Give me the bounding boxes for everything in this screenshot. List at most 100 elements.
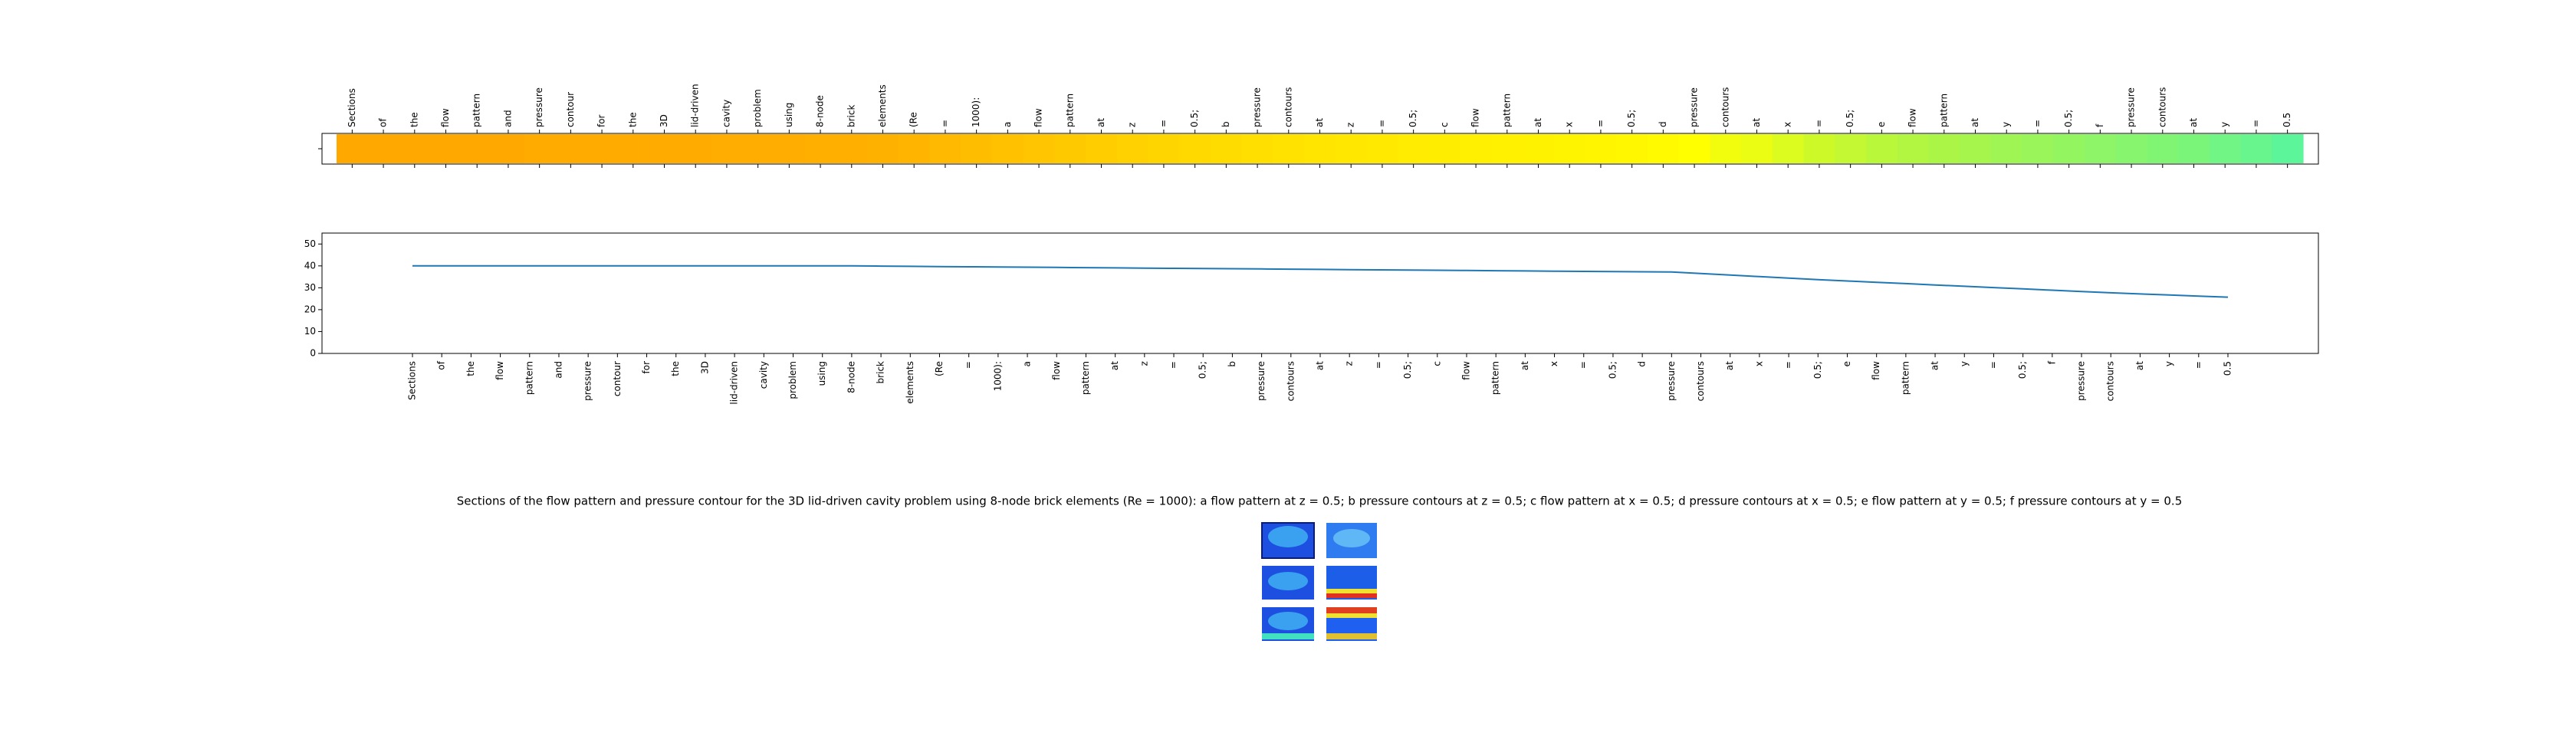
x-tick-label: 0.5; <box>1812 361 1823 379</box>
x-tick-label: Sections <box>407 361 418 400</box>
heat-cell <box>1179 134 1211 163</box>
heat-cell <box>586 134 619 163</box>
x-tick-label: contours <box>1695 361 1706 401</box>
heat-cell <box>2178 134 2210 163</box>
x-tick-label: 8-node <box>846 361 856 393</box>
x-tick-label: the <box>409 112 419 127</box>
y-tick-label: 20 <box>304 304 316 314</box>
x-tick-label: for <box>641 361 652 374</box>
heat-cell <box>2085 134 2117 163</box>
heat-cell <box>1054 134 1086 163</box>
heat-cell <box>836 134 868 163</box>
x-tick-label: = <box>963 361 974 369</box>
x-tick-label: z <box>1127 123 1138 127</box>
x-tick-label: = <box>2032 120 2042 127</box>
x-tick-label: at <box>1724 361 1735 370</box>
x-tick-label: a <box>1002 122 1013 127</box>
x-tick-label: f <box>2095 123 2105 127</box>
heat-cell <box>1273 134 1305 163</box>
heat-cell <box>867 134 899 163</box>
heat-cell <box>1148 134 1180 163</box>
heat-cell <box>1523 134 1555 163</box>
x-tick-label: (Re <box>934 361 945 376</box>
x-tick-label: 0.5; <box>2063 110 2074 127</box>
heat-cell <box>1241 134 1274 163</box>
x-tick-label: = <box>1578 361 1589 369</box>
x-tick-label: for <box>596 114 607 127</box>
x-tick-label: contours <box>1283 87 1293 127</box>
heat-cell <box>1335 134 1368 163</box>
heat-cell <box>1086 134 1118 163</box>
heat-cell <box>961 134 993 163</box>
x-tick-label: at <box>1751 118 1762 127</box>
x-tick-label: using <box>816 361 827 386</box>
x-tick-label: problem <box>787 361 798 399</box>
x-tick-label: 0.5 <box>2223 361 2233 376</box>
x-tick-label: at <box>2188 118 2199 127</box>
x-tick-label: flow <box>440 108 451 127</box>
x-tick-label: brick <box>876 361 886 383</box>
panel-detail <box>1333 529 1370 547</box>
x-tick-label: elements <box>877 84 888 127</box>
x-tick-label: pattern <box>472 94 482 127</box>
x-tick-label: 0.5 <box>2282 113 2292 127</box>
heat-cell <box>2022 134 2054 163</box>
x-tick-label: 0.5; <box>2017 361 2028 379</box>
x-tick-label: the <box>465 361 476 376</box>
heat-cell <box>1960 134 1992 163</box>
x-tick-label: pattern <box>1938 94 1949 127</box>
heat-cell <box>804 134 837 163</box>
x-tick-label: contours <box>1285 361 1296 401</box>
x-tick-label: 0.5; <box>1845 110 1855 127</box>
heat-cell <box>2209 134 2242 163</box>
x-tick-label: c <box>1439 122 1450 127</box>
x-tick-label: c <box>1431 361 1442 366</box>
heat-cell <box>1678 134 1711 163</box>
x-tick-label: contour <box>612 361 623 396</box>
heat-cell <box>1710 134 1742 163</box>
x-tick-label: contour <box>565 92 576 127</box>
x-tick-label: pattern <box>1900 361 1911 395</box>
x-tick-label: and <box>553 361 564 379</box>
x-tick-label: at <box>1109 361 1120 370</box>
heat-cell <box>1803 134 1835 163</box>
x-tick-label: y <box>1959 361 1970 366</box>
x-tick-label: = <box>2250 120 2261 127</box>
heat-cell <box>1585 134 1617 163</box>
heat-cell <box>399 134 431 163</box>
x-tick-label: flow <box>495 361 505 380</box>
heat-cell <box>337 134 369 163</box>
heat-cell <box>2053 134 2085 163</box>
x-tick-label: pressure <box>534 87 544 127</box>
x-tick-label: of <box>436 360 447 370</box>
x-tick-label: d <box>1637 361 1648 367</box>
x-tick-label: y <box>2220 122 2230 127</box>
figure-thumbnail <box>1261 522 1377 641</box>
heat-cell <box>679 134 712 163</box>
heat-cell <box>1835 134 1867 163</box>
x-tick-label: at <box>1533 118 1543 127</box>
x-tick-label: pattern <box>1064 94 1075 127</box>
x-tick-label: the <box>627 112 638 127</box>
x-tick-label: brick <box>846 105 856 127</box>
x-tick-label: = <box>1376 120 1387 127</box>
panel-detail <box>1268 612 1308 630</box>
y-tick-label: 40 <box>304 260 316 271</box>
x-tick-label: at <box>1930 361 1940 370</box>
heat-cell <box>492 134 524 163</box>
heat-cell <box>1616 134 1648 163</box>
x-tick-label: at <box>2134 361 2145 370</box>
x-tick-label: pressure <box>1252 87 1263 127</box>
x-tick-label: pattern <box>524 361 534 395</box>
x-tick-label: and <box>502 110 513 127</box>
x-tick-label: 0.5; <box>1607 361 1618 379</box>
x-tick-label: lid-driven <box>729 361 740 405</box>
x-tick-label: at <box>1096 118 1106 127</box>
x-tick-label: y <box>2001 122 2012 127</box>
x-tick-label: flow <box>1033 108 1044 127</box>
caption: Sections of the flow pattern and pressur… <box>457 495 2182 508</box>
x-tick-label: = <box>1813 120 1824 127</box>
heat-cell <box>649 134 681 163</box>
x-tick-label: using <box>784 103 794 127</box>
x-tick-label: contours <box>1720 87 1730 127</box>
